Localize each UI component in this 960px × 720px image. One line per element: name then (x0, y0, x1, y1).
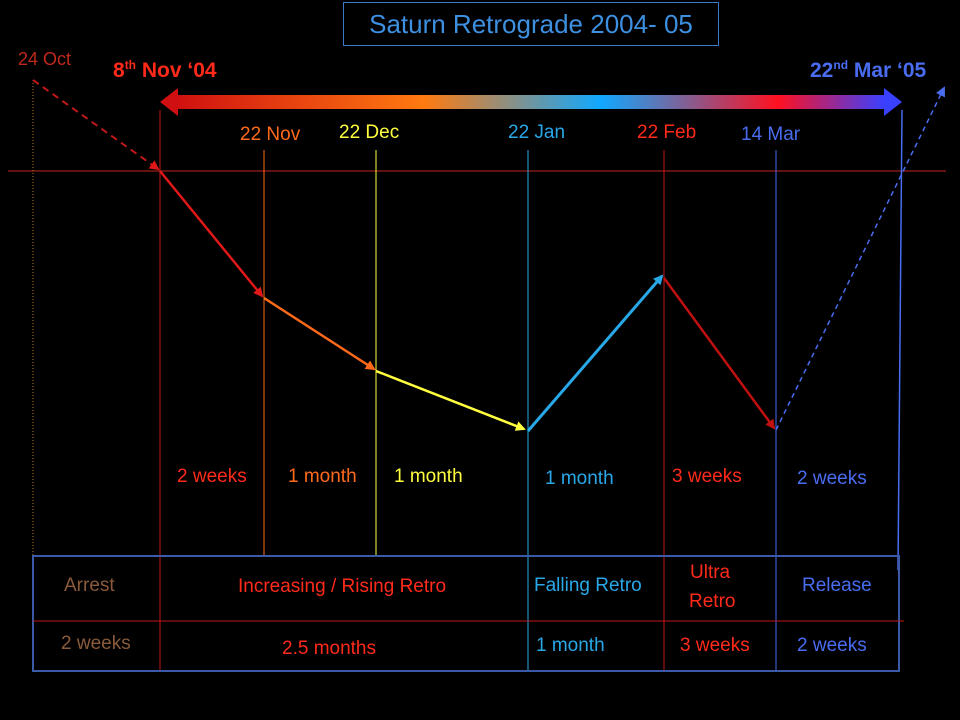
segment-duration-label: 1 month (288, 466, 357, 487)
phase-table (32, 555, 904, 672)
phase-duration: 3 weeks (680, 635, 750, 656)
entry-date-label: 24 Oct (18, 49, 72, 69)
date-label: 14 Mar (741, 124, 801, 145)
arrow-rising-2 (375, 369, 526, 431)
date-label: 22 Feb (637, 122, 697, 143)
date-label: 22 Nov (240, 124, 301, 145)
arrow-ultra (662, 277, 776, 430)
timeline-band-arrow (160, 88, 902, 116)
phase-name: Falling Retro (534, 575, 642, 596)
phase-name-line1: Ultra (690, 562, 731, 583)
phase-duration: 2.5 months (282, 638, 376, 659)
segment-duration-label: 2 weeks (177, 466, 247, 487)
phase-name: Release (802, 575, 872, 596)
entry-dashed-arrow (32, 79, 160, 171)
segment-duration-label: 1 month (545, 468, 614, 489)
vline-22mar (897, 109, 903, 571)
arrow-falling (526, 274, 664, 432)
phase-name-line2: Retro (689, 591, 736, 612)
segment-duration-label: 3 weeks (672, 466, 742, 487)
release-dashed-arrow (775, 86, 945, 431)
phase-name: Arrest (64, 575, 115, 596)
segment-duration-label: 1 month (394, 466, 463, 487)
segment-duration-label: 2 weeks (797, 468, 867, 489)
phase-duration: 1 month (536, 635, 605, 656)
start-date-label: 8th Nov ‘04 (113, 58, 217, 82)
phase-name: Increasing / Rising Retro (238, 576, 447, 597)
phase-duration: 2 weeks (797, 635, 867, 656)
arrow-arrest (159, 170, 264, 298)
date-label: 22 Dec (339, 122, 400, 143)
arrow-rising-1 (263, 296, 376, 371)
phase-duration: 2 weeks (61, 633, 131, 654)
date-label: 22 Jan (508, 122, 566, 143)
diagram-title: Saturn Retrograde 2004- 05 (343, 2, 719, 46)
end-date-label: 22nd Mar ‘05 (810, 58, 927, 82)
